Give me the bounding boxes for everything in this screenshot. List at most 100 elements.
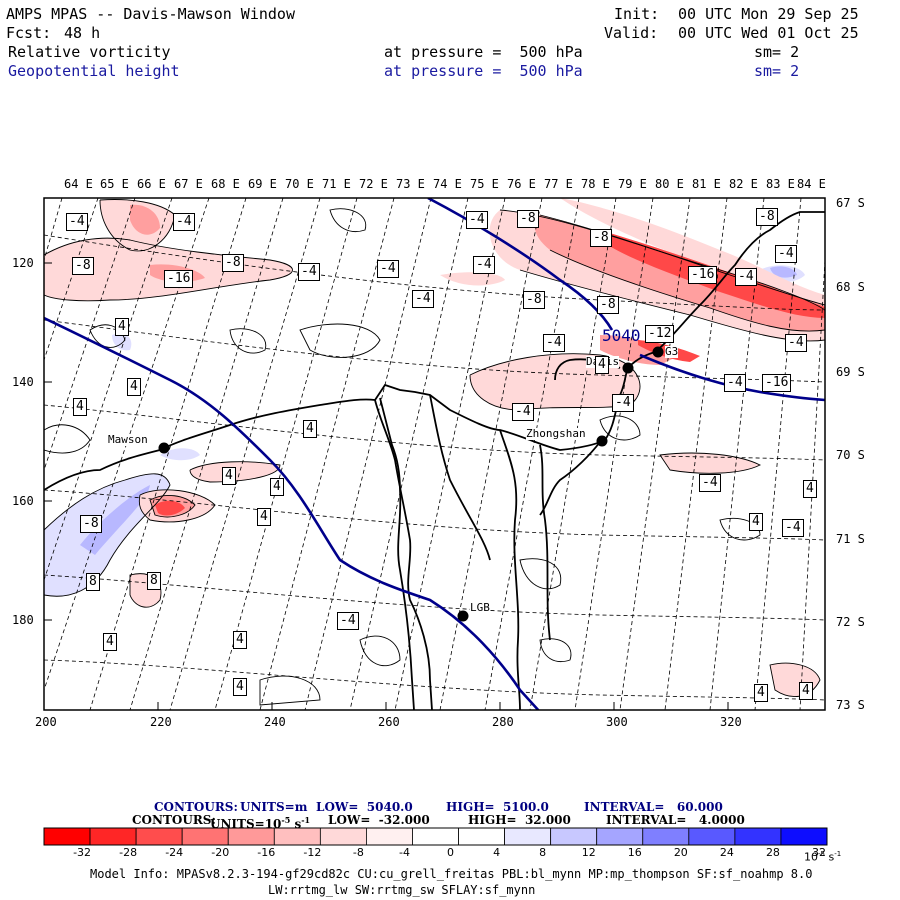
contour-value-label: 8 xyxy=(86,573,100,591)
colorbar-swatch xyxy=(642,827,690,846)
contours1-units: UNITS=m xyxy=(240,800,308,814)
contour-value-label: -4 xyxy=(377,260,399,278)
lat-label: 67 S xyxy=(836,196,865,210)
contours1-high: HIGH= 5100.0 xyxy=(446,800,549,814)
colorbar-tick-label: 28 xyxy=(765,846,780,859)
lon-label: 73 E xyxy=(396,177,425,191)
x-axis-label: 260 xyxy=(378,715,400,729)
colorbar-tick-label: 24 xyxy=(719,846,734,859)
colorbar-tick-label: -4 xyxy=(398,846,410,859)
lat-label: 72 S xyxy=(836,615,865,629)
geopotential-height-contours xyxy=(44,198,825,710)
colorbar-tick-label: -12 xyxy=(303,846,322,859)
axis-ticks xyxy=(43,262,729,710)
x-axis-label: 240 xyxy=(264,715,286,729)
lon-label: 68 E xyxy=(211,177,240,191)
contour-value-label: 4 xyxy=(257,508,271,526)
field1-level: at pressure = 500 hPa xyxy=(384,43,583,61)
contour-value-label: 4 xyxy=(595,356,609,374)
contours2-interval: INTERVAL= 4.0000 xyxy=(606,813,745,827)
contour-value-label: -4 xyxy=(473,256,495,274)
contour-value-label: -4 xyxy=(775,245,797,263)
contour-value-label: -8 xyxy=(80,515,102,533)
contour-value-label: 4 xyxy=(73,398,87,416)
lon-label: 84 E xyxy=(797,177,826,191)
y-axis-label: 120 xyxy=(12,256,34,270)
colorbar xyxy=(43,827,828,846)
lon-label: 81 E xyxy=(692,177,721,191)
colorbar-tick-label: -16 xyxy=(257,846,276,859)
contour-value-label: 4 xyxy=(303,420,317,438)
lon-label: 75 E xyxy=(470,177,499,191)
contours1-label: CONTOURS: xyxy=(154,800,238,814)
colorbar-tick-label: 16 xyxy=(627,846,642,859)
colorbar-swatch xyxy=(780,827,828,846)
y-axis-label: 180 xyxy=(12,613,34,627)
contour-value-label: 4 xyxy=(799,682,813,700)
contour-value-label: -8 xyxy=(523,291,545,309)
colorbar-tick-label: 0 xyxy=(447,846,455,859)
contour-value-label: 4 xyxy=(127,378,141,396)
field1-name: Relative vorticity xyxy=(8,43,171,61)
field1-sm: sm= 2 xyxy=(754,43,800,61)
x-axis-label: 320 xyxy=(720,715,742,729)
lon-label: 70 E xyxy=(285,177,314,191)
contour-value-label: -4 xyxy=(543,334,565,352)
x-axis-label: 280 xyxy=(492,715,514,729)
colorbar-tick-label: 12 xyxy=(581,846,596,859)
lon-label: 77 E xyxy=(544,177,573,191)
contour-value-label: -16 xyxy=(164,270,194,288)
contour-value-label: -16 xyxy=(688,266,718,284)
x-axis-label: 220 xyxy=(150,715,172,729)
contour-value-label: 4 xyxy=(754,684,768,702)
colorbar-swatch xyxy=(43,827,91,846)
lon-label: 72 E xyxy=(359,177,388,191)
lon-label: 66 E xyxy=(137,177,166,191)
plot-title: AMPS MPAS -- Davis-Mawson Window xyxy=(6,5,295,23)
colorbar-tick-label: -24 xyxy=(165,846,184,859)
station-label: Zhongshan xyxy=(526,427,586,440)
colorbar-swatch xyxy=(135,827,183,846)
colorbar-swatch xyxy=(688,827,736,846)
lat-label: 71 S xyxy=(836,532,865,546)
station-markers xyxy=(158,346,664,622)
y-axis-label: 140 xyxy=(12,375,34,389)
lon-label: 67 E xyxy=(174,177,203,191)
lat-label: 73 S xyxy=(836,698,865,712)
valid-value: 00 UTC Wed 01 Oct 25 xyxy=(678,24,859,42)
height-contour-label: 5040 xyxy=(602,326,641,345)
y-axis-label: 160 xyxy=(12,494,34,508)
field2-name: Geopotential height xyxy=(8,62,180,80)
colorbar-swatch xyxy=(412,827,459,846)
contours2-low: LOW= -32.000 xyxy=(328,813,430,827)
contour-value-label: -4 xyxy=(512,403,534,421)
contour-value-label: -4 xyxy=(612,394,634,412)
contour-value-label: -4 xyxy=(724,374,746,392)
map-frame xyxy=(43,197,826,711)
lon-label: 83 E xyxy=(766,177,795,191)
colorbar-unit: 10-5 s-1 xyxy=(804,850,842,864)
colorbar-swatch xyxy=(458,827,505,846)
colorbar-outline xyxy=(43,827,828,846)
fcst-label: Fcst: xyxy=(6,24,52,42)
colorbar-tick-label: -28 xyxy=(119,846,138,859)
contour-value-label: -8 xyxy=(590,229,612,247)
lon-label: 82 E xyxy=(729,177,758,191)
station-label: LGB xyxy=(470,601,490,614)
colorbar-tick-label: -32 xyxy=(73,846,92,859)
field2-level: at pressure = 500 hPa xyxy=(384,62,583,80)
contour-value-label: 4 xyxy=(103,633,117,651)
contour-value-label: -8 xyxy=(222,254,244,272)
colorbar-swatch xyxy=(89,827,137,846)
station-label: Mawson xyxy=(108,433,148,446)
lon-label: 80 E xyxy=(655,177,684,191)
contour-value-label: -16 xyxy=(762,374,792,392)
model-info-2: LW:rrtmg_lw SW:rrtmg_sw SFLAY:sf_mynn xyxy=(268,883,536,897)
colorbar-swatch xyxy=(504,827,552,846)
contour-value-label: 4 xyxy=(115,318,129,336)
contour-value-label: -4 xyxy=(466,211,488,229)
contour-value-label: -8 xyxy=(517,210,539,228)
contour-value-label: -8 xyxy=(756,208,778,226)
lon-label: 71 E xyxy=(322,177,351,191)
lon-label: 65 E xyxy=(100,177,129,191)
